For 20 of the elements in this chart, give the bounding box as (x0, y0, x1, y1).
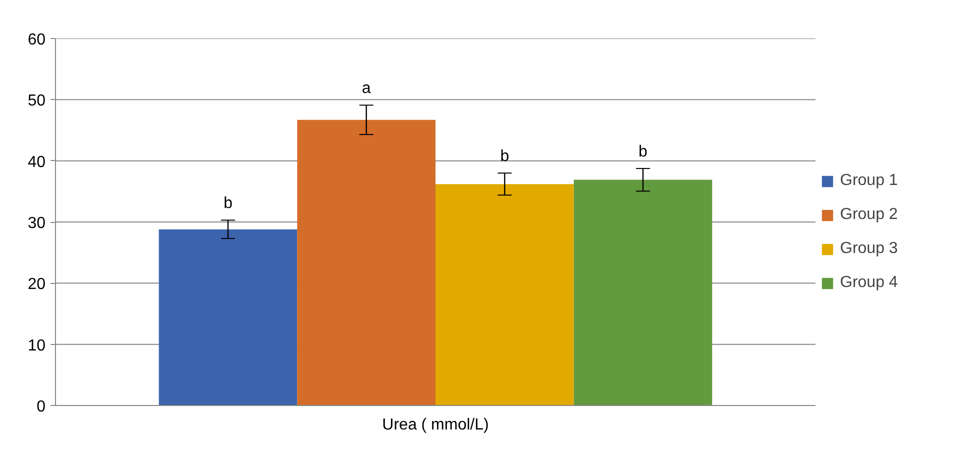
y-tick-label: 20 (28, 276, 46, 294)
y-tick-label: 60 (28, 32, 46, 48)
x-tick-label: Urea ( mmol/L) (382, 416, 489, 434)
legend-label: Group 2 (840, 206, 898, 224)
y-tick-label: 0 (36, 398, 46, 416)
data-label: b (224, 195, 233, 212)
legend-label: Group 3 (840, 240, 898, 258)
data-label: b (638, 143, 648, 160)
y-tick-label: 10 (28, 337, 46, 354)
bar (574, 180, 712, 406)
data-label: a (362, 80, 371, 98)
y-tick-label: 40 (28, 154, 46, 171)
bar (297, 120, 436, 406)
y-tick-label: 50 (28, 92, 46, 110)
data-label: b (500, 148, 510, 166)
legend-label: Group 4 (840, 274, 898, 292)
bar (158, 229, 298, 406)
y-tick-label: 30 (28, 215, 46, 232)
legend-label: Group 1 (840, 172, 898, 190)
bar (436, 184, 574, 406)
